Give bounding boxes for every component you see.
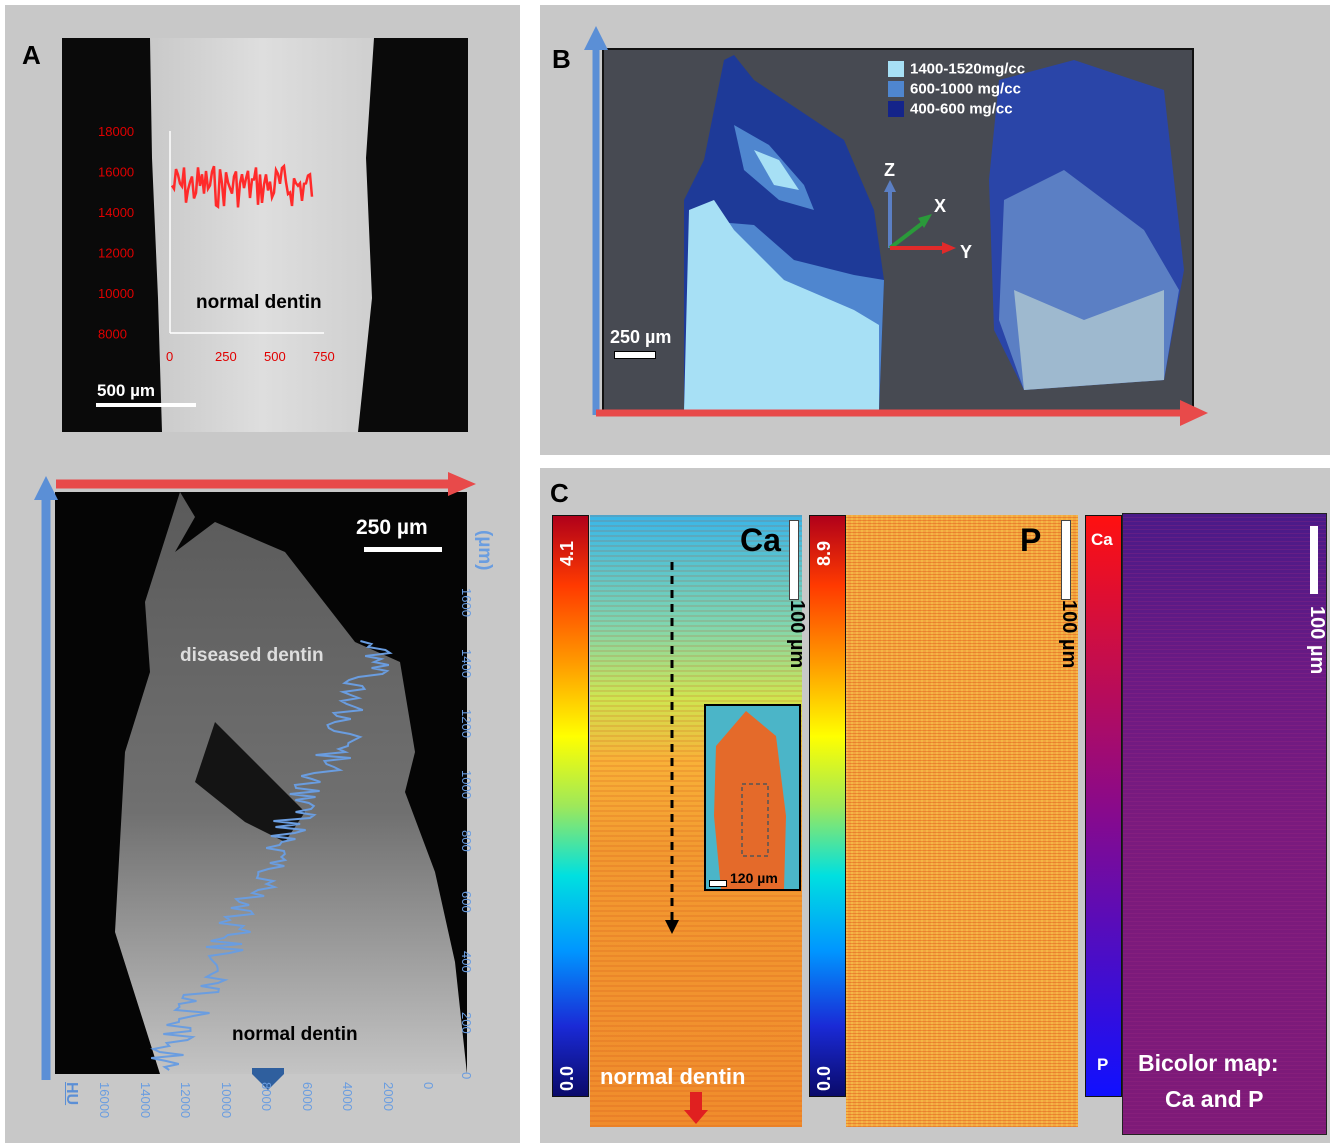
right-axis-tick: 800 xyxy=(459,830,474,852)
bicolor-bar xyxy=(1085,515,1122,1097)
inset-scale-text: 120 µm xyxy=(730,870,778,886)
panel-b-render xyxy=(602,48,1194,414)
bottom-axis-tick: 8000 xyxy=(259,1082,274,1111)
bicolor-map xyxy=(1122,513,1327,1135)
panel-a-label: A xyxy=(22,40,41,70)
p-scale-bar xyxy=(1061,520,1071,600)
panel-a-bottom-image xyxy=(55,492,467,1074)
ca-map-label: Ca xyxy=(740,522,781,558)
panel-b-axes xyxy=(584,26,1208,426)
right-axis-tick: 1400 xyxy=(459,648,474,678)
a-top-x-tick: 500 xyxy=(264,349,286,364)
a-top-x-tick: 250 xyxy=(215,349,237,364)
right-axis-tick: 1200 xyxy=(459,709,474,738)
right-axis-tick: 200 xyxy=(459,1011,474,1034)
a-top-y-tick: 16000 xyxy=(98,165,134,180)
bottom-axis-tick: 16000 xyxy=(97,1082,112,1119)
right-axis-tick: 600 xyxy=(459,890,474,913)
right-axis-tick: 400 xyxy=(459,951,474,973)
bottom-axis-tick: 4000 xyxy=(340,1082,355,1111)
ca-scale-bar xyxy=(789,520,799,600)
a-top-x-tick: 0 xyxy=(166,349,173,364)
ca-normal-dentin-label: normal dentin xyxy=(600,1064,746,1089)
diseased-dentin-ct-slice xyxy=(55,492,467,1074)
p-colorbar xyxy=(809,515,846,1097)
panel-a-bottom-scale-bar xyxy=(364,547,442,552)
ca-colorbar xyxy=(552,515,589,1097)
bottom-axis-tick: 12000 xyxy=(178,1082,193,1119)
bicolor-bar-bottom: P xyxy=(1097,1055,1109,1074)
p-map-label: P xyxy=(1020,522,1042,558)
panel-a-top-scale-bar xyxy=(96,403,196,407)
bicolor-bar-top: Ca xyxy=(1091,530,1113,549)
p-colorbar-max: 8.9 xyxy=(814,540,834,566)
bottom-axis-tick: 10000 xyxy=(218,1082,234,1119)
a-top-y-tick: 10000 xyxy=(98,286,134,301)
inset-scale-bar xyxy=(709,880,727,887)
bicolor-scale-bar xyxy=(1310,526,1318,594)
p-map xyxy=(846,515,1078,1127)
p-colorbar-min: 0.0 xyxy=(814,1065,834,1091)
axis-z-label: Z xyxy=(884,160,895,180)
ca-colorbar-max: 4.1 xyxy=(557,540,577,566)
a-top-y-tick: 8000 xyxy=(98,327,127,342)
right-axis-tick: 1600 xyxy=(459,588,474,617)
panel-a-bottom-axes xyxy=(34,472,476,1090)
panel-a-bottom-normal-label: normal dentin xyxy=(232,1024,358,1045)
panel-a-top-scale-text: 500 µm xyxy=(97,381,155,400)
panel-c-label: C xyxy=(550,478,569,508)
a-top-y-tick: 18000 xyxy=(98,124,134,139)
ca-profile-arrow xyxy=(665,562,679,934)
3d-density-render xyxy=(684,55,1184,412)
panel-b-scale-bar xyxy=(614,351,656,359)
bicolor-title-line1: Bicolor map: xyxy=(1138,1050,1279,1076)
legend-swatch xyxy=(888,80,904,97)
legend-entry: 400-600 mg/cc xyxy=(888,100,1013,118)
bicolor-scale-text: 100 µm xyxy=(1306,606,1328,675)
right-axis-tick: 0 xyxy=(459,1072,474,1080)
bottom-axis-tick: 2000 xyxy=(380,1082,396,1111)
panel-a-bottom-scale-text: 250 µm xyxy=(356,516,428,539)
a-top-y-tick: 14000 xyxy=(98,205,134,220)
a-top-y-tick: 12000 xyxy=(98,246,134,261)
bottom-axis-tick: 0 xyxy=(421,1082,436,1090)
axis-y-label: Y xyxy=(960,242,973,262)
a-top-x-tick: 750 xyxy=(313,349,335,364)
bottom-axis-label: HU xyxy=(63,1082,80,1106)
bicolor-title-line2: Ca and P xyxy=(1165,1086,1264,1112)
legend-swatch xyxy=(888,60,904,77)
bottom-axis-tick: 6000 xyxy=(299,1082,315,1111)
diseased-dentin-label: diseased dentin xyxy=(180,645,324,666)
panel-a-top-profile-chart: 18000 16000 14000 12000 10000 8000 0 250 500 750 xyxy=(98,124,335,364)
legend-label: 600-1000 mg/cc xyxy=(910,80,1021,98)
ca-scale-text: 100 µm xyxy=(786,600,808,669)
ca-map xyxy=(590,515,802,1127)
legend-label: 400-600 mg/cc xyxy=(910,100,1013,118)
ca-colorbar-min: 0.0 xyxy=(557,1065,577,1091)
right-axis-tick: 1000 xyxy=(459,769,474,799)
legend-entry: 1400-1520mg/cc xyxy=(888,60,1025,78)
legend-label: 1400-1520mg/cc xyxy=(910,60,1026,78)
p-scale-text: 100 µm xyxy=(1058,600,1080,669)
panel-a-top-region-label: normal dentin xyxy=(196,292,322,313)
panel-b-label: B xyxy=(552,44,571,74)
bottom-axis-tick: 14000 xyxy=(137,1082,153,1119)
panel-b-scale-text: 250 µm xyxy=(610,327,672,347)
ca-inset xyxy=(704,704,801,891)
legend-swatch xyxy=(888,100,904,117)
right-axis-label: (µm) xyxy=(474,530,495,571)
axis-x-label: X xyxy=(934,196,947,216)
ca-down-arrow xyxy=(684,1092,708,1124)
legend-entry: 600-1000 mg/cc xyxy=(888,80,1021,98)
